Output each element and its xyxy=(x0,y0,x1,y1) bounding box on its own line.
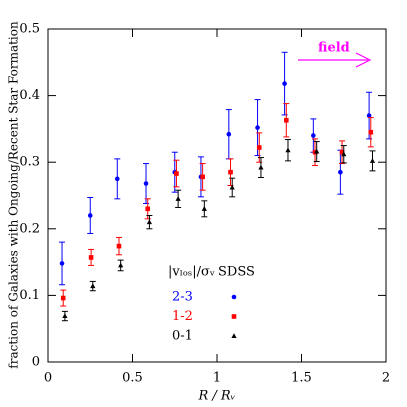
legend-marker xyxy=(231,294,237,300)
legend-header: SDSS xyxy=(218,265,255,280)
legend-label: 1-2 xyxy=(172,309,193,324)
y-tick-label: 0.3 xyxy=(19,155,40,170)
data-point xyxy=(175,196,181,201)
data-point xyxy=(341,151,347,157)
data-point xyxy=(366,113,372,118)
annotation: field xyxy=(318,41,350,56)
x-tick-label: 2 xyxy=(382,371,390,386)
y-tick-label: 0.4 xyxy=(19,88,40,103)
legend-marker xyxy=(231,314,237,319)
data-point xyxy=(174,171,179,176)
x-tick-label: 0 xyxy=(44,371,52,386)
y-tick-label: 0.5 xyxy=(19,22,40,37)
legend-title: |vₗₒₛ|/σᵥ xyxy=(168,265,215,280)
data-point xyxy=(146,219,152,225)
data-point xyxy=(283,117,289,123)
data-point xyxy=(59,261,65,266)
data-point xyxy=(314,148,320,154)
annotation-arrow xyxy=(298,52,372,68)
data-point xyxy=(338,169,343,175)
x-axis-label: R / Rᵥ xyxy=(197,389,235,404)
legend-marker xyxy=(231,333,237,338)
data-point xyxy=(369,158,376,163)
data-point xyxy=(226,131,232,137)
data-point xyxy=(118,262,124,268)
plot-frame xyxy=(47,28,387,363)
data-point xyxy=(285,147,291,153)
data-point xyxy=(114,176,120,182)
data-point xyxy=(60,295,66,301)
y-tick-label: 0.1 xyxy=(19,288,40,303)
data-point xyxy=(258,164,264,170)
y-tick-label: 0.2 xyxy=(19,221,40,236)
data-point xyxy=(87,213,93,218)
y-axis-label: fraction of Galaxies with Ongoing/Recent… xyxy=(7,21,21,369)
y-tick-label: 0 xyxy=(32,355,40,370)
data-point xyxy=(229,184,235,190)
data-point xyxy=(90,283,96,289)
data-point xyxy=(255,125,260,130)
data-point xyxy=(339,149,345,155)
data-point xyxy=(228,169,233,175)
data-point xyxy=(368,129,374,135)
data-point xyxy=(88,255,94,260)
x-tick-label: 1 xyxy=(213,371,221,386)
data-point xyxy=(143,181,149,186)
data-point xyxy=(282,81,287,86)
legend-label: 0-1 xyxy=(172,329,193,344)
data-point xyxy=(116,243,122,249)
data-point xyxy=(62,313,68,319)
data-point xyxy=(200,174,205,180)
x-tick-label: 1.5 xyxy=(291,371,312,386)
legend-label: 2-3 xyxy=(172,290,193,305)
data-point xyxy=(145,206,151,212)
data-point xyxy=(256,145,262,150)
data-point xyxy=(201,206,207,211)
data-point xyxy=(311,133,316,138)
x-tick-label: 0.5 xyxy=(122,371,143,386)
